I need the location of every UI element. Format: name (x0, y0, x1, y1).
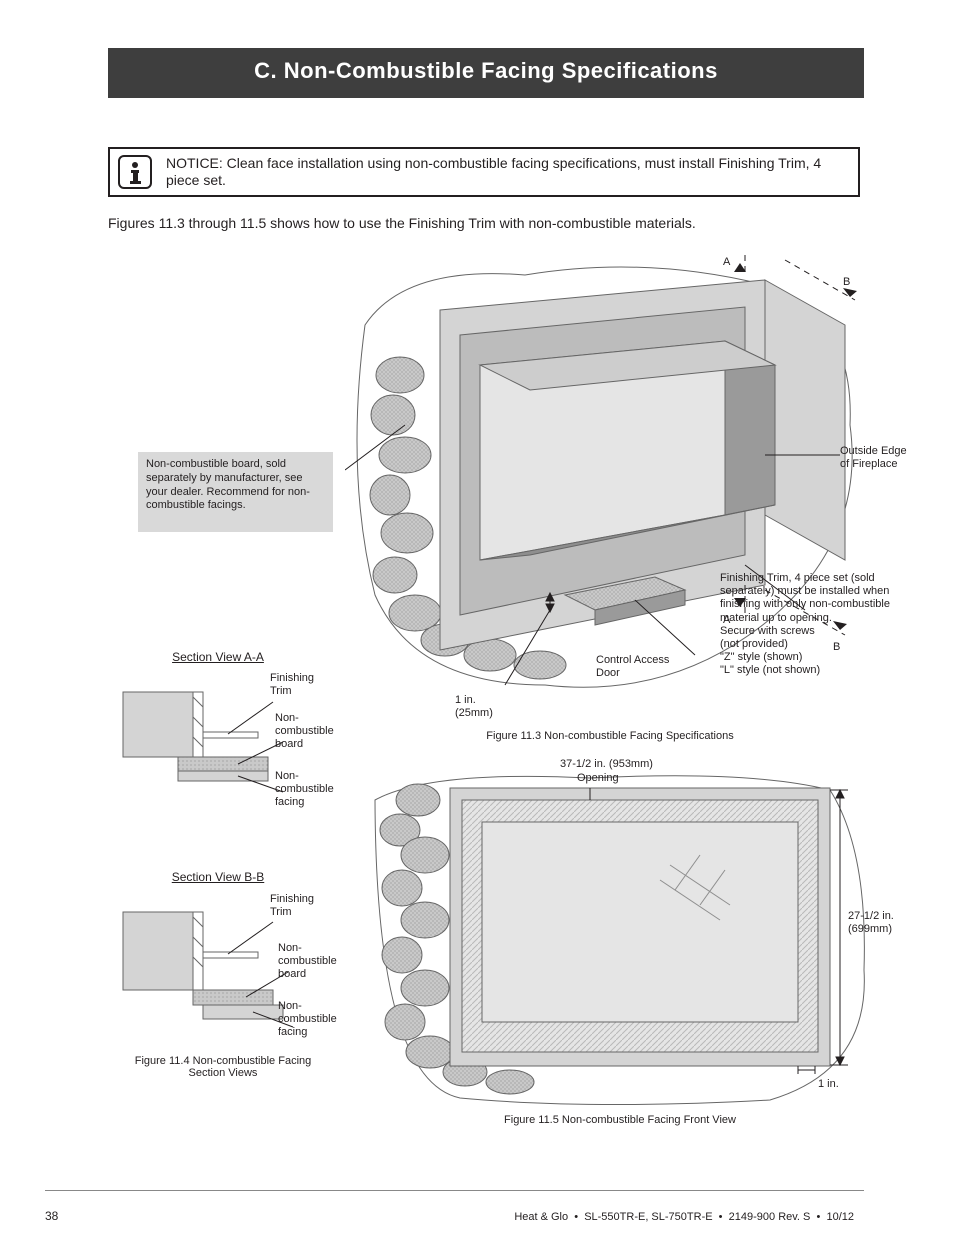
label-a-ncboard: Non- combustible board (275, 712, 334, 752)
label-trim-set: Finishing Trim, 4 piece set (sold separa… (720, 572, 890, 678)
section-heading: C. Non-Combustible Facing Specifications (108, 58, 864, 84)
front-view-figure (370, 770, 870, 1108)
label-one-inch-bottom: 1 in. (818, 1078, 839, 1091)
label-width-dim: 37-1/2 in. (953mm) (560, 758, 653, 771)
section-b-title: Section View B-B (108, 870, 328, 884)
label-b-ncboard: Non- combustible board (278, 942, 337, 982)
footer-text: Heat & Glo • SL-550TR-E, SL-750TR-E • 21… (514, 1211, 854, 1223)
fig-caption-sections: Figure 11.4 Non-combustible Facing Secti… (108, 1055, 338, 1079)
notice-box: NOTICE: Clean face installation using no… (108, 147, 860, 197)
label-one-inch: 1 in. (25mm) (455, 694, 493, 720)
fig-caption-big: Figure 11.3 Non-combustible Facing Speci… (360, 730, 860, 742)
callout-box: Non-combustible board, sold separately b… (138, 452, 333, 532)
page-number: 38 (45, 1209, 58, 1223)
footer-rule (45, 1190, 864, 1191)
label-control-door: Control Access Door (596, 654, 669, 680)
label-a-ncfacing: Non- combustible facing (275, 770, 334, 810)
label-b-trim: Finishing Trim (270, 893, 314, 919)
label-b-ncfacing: Non- combustible facing (278, 1000, 337, 1040)
svg-text:B: B (843, 276, 850, 288)
section-a-title: Section View A-A (108, 650, 328, 664)
label-a-trim: Finishing Trim (270, 672, 314, 698)
label-height-dim: 27-1/2 in. (699mm) (848, 910, 894, 936)
label-outside-edge: Outside Edge of Fireplace (840, 445, 907, 471)
info-icon (118, 155, 152, 189)
subsection-intro: Figures 11.3 through 11.5 shows how to u… (108, 214, 864, 232)
fig-caption-front: Figure 11.5 Non-combustible Facing Front… (400, 1114, 840, 1126)
notice-text: NOTICE: Clean face installation using no… (166, 155, 848, 189)
svg-text:A: A (723, 256, 731, 268)
label-opening: Opening (577, 772, 619, 785)
